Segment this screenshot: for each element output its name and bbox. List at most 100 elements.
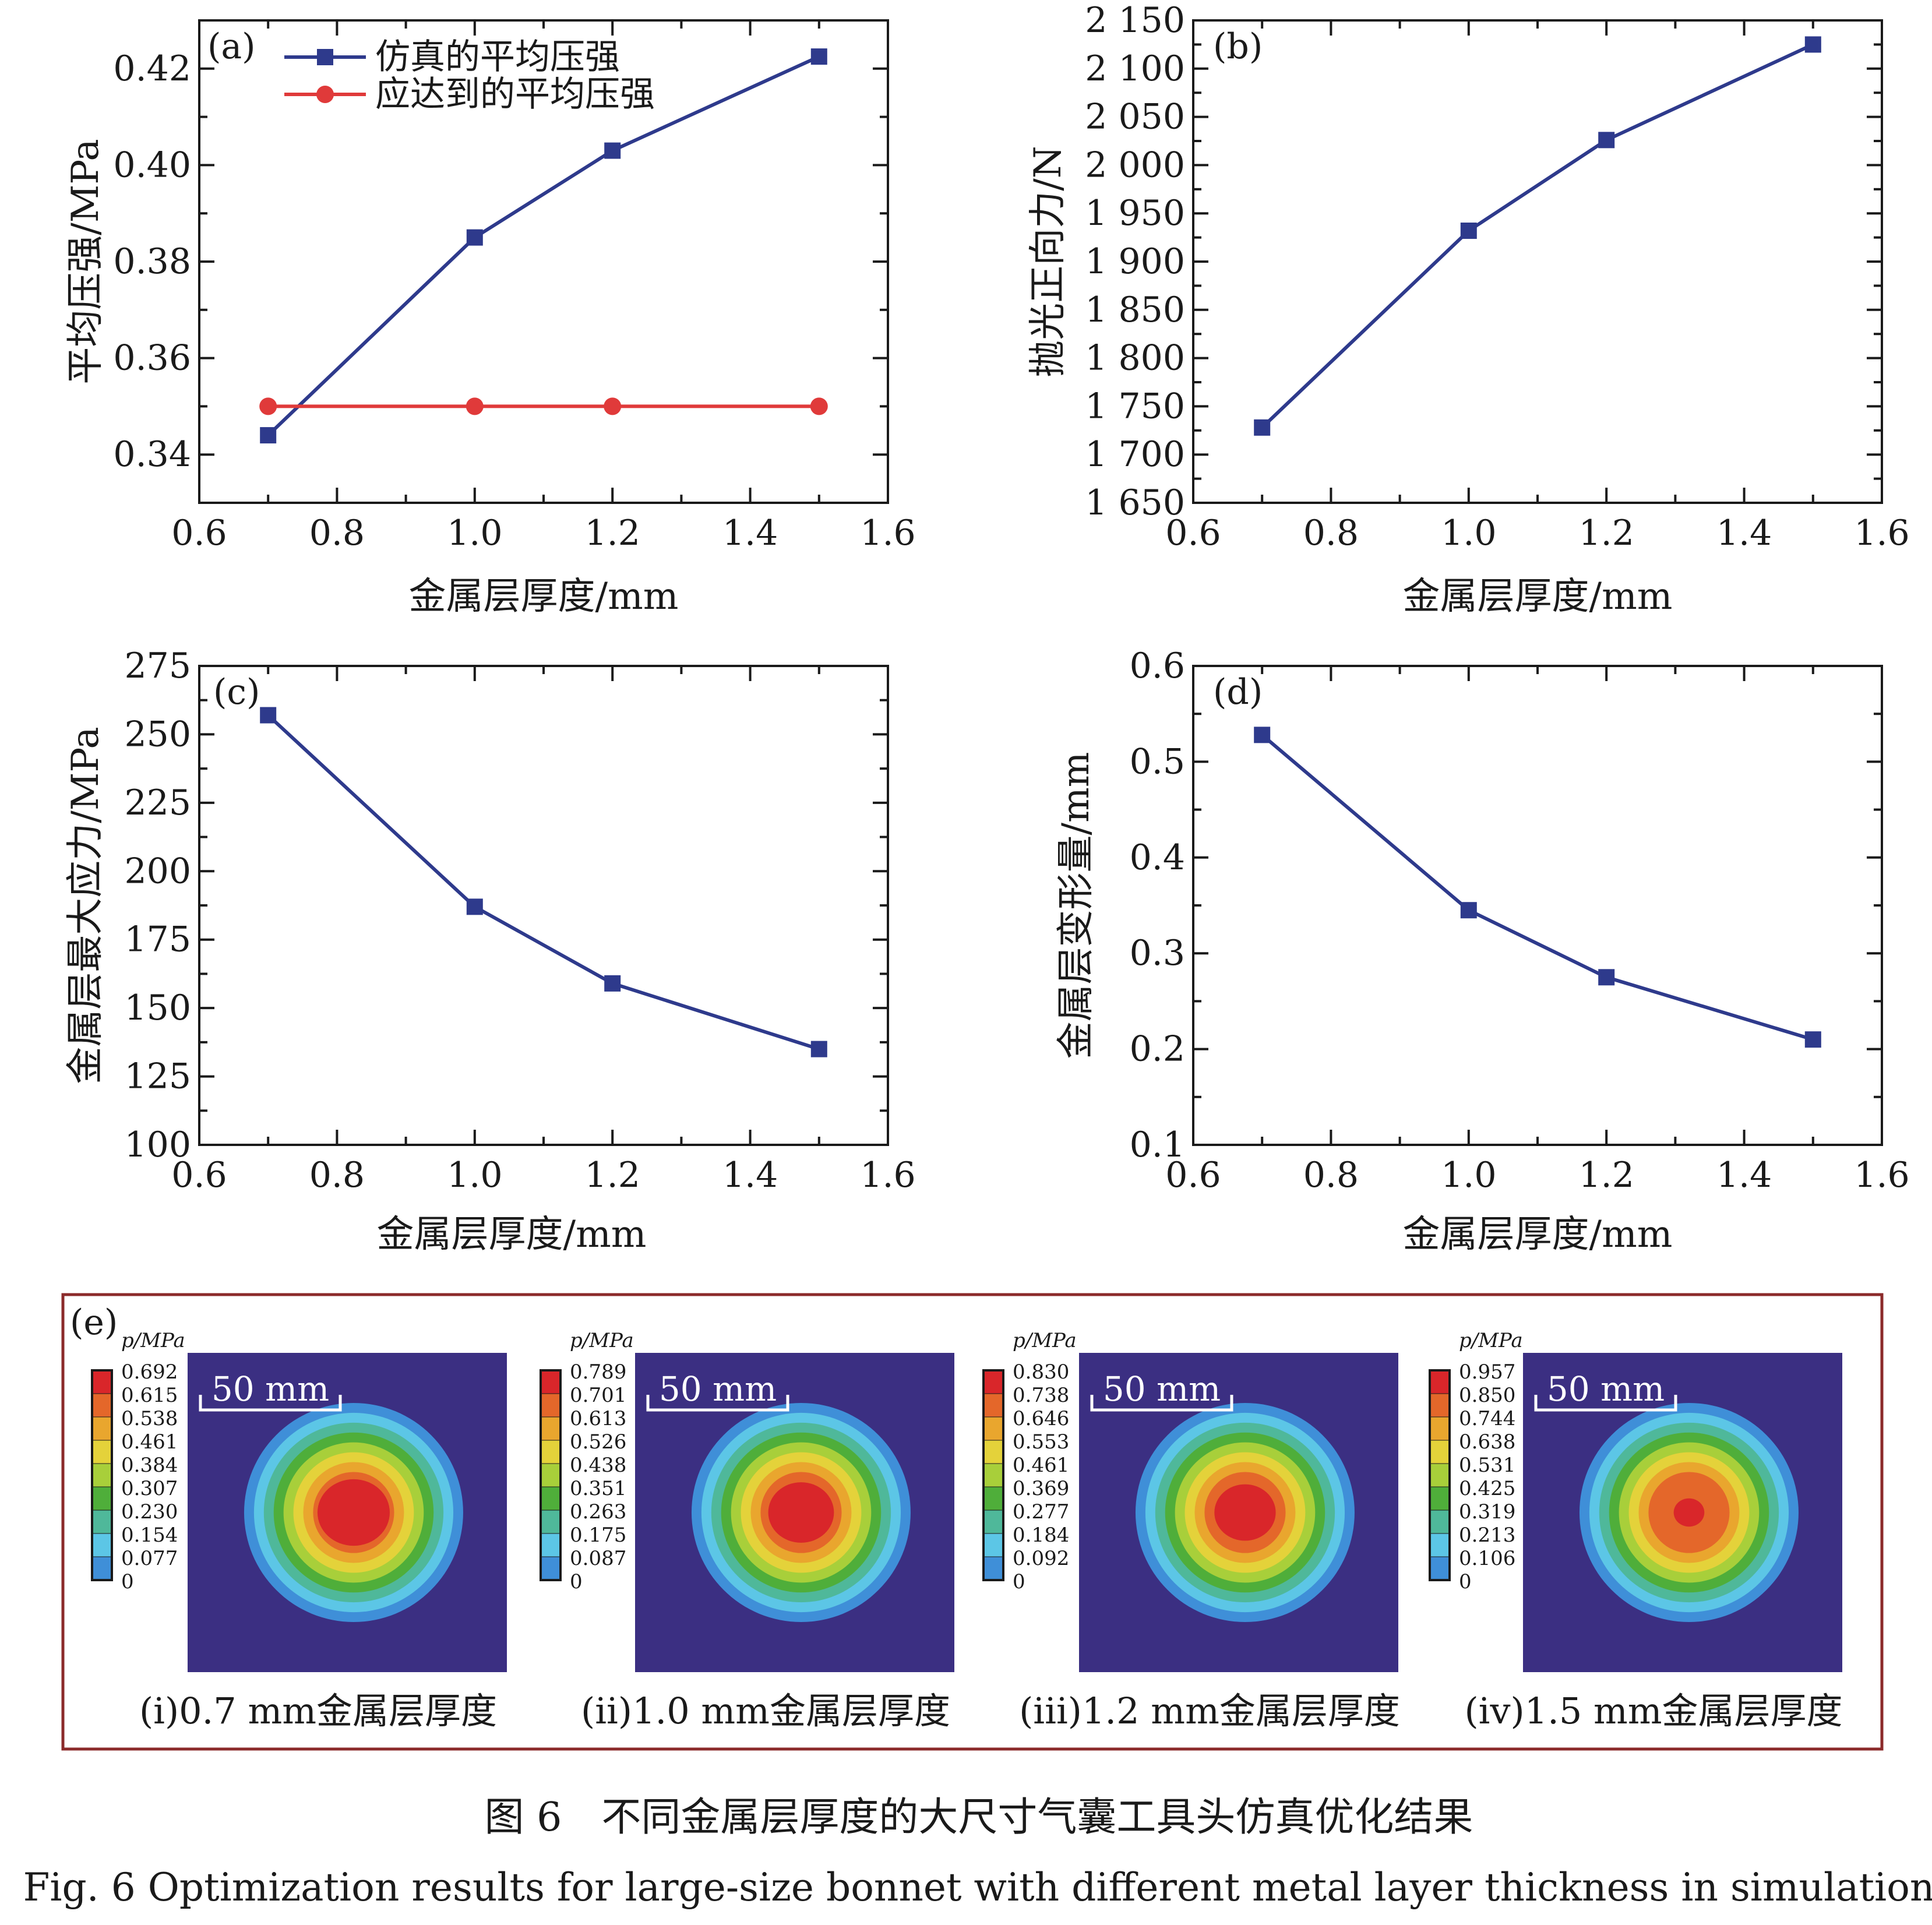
colorbar-level-label: 0.425 xyxy=(1459,1477,1515,1500)
colorbar-level-label: 0.830 xyxy=(1013,1360,1069,1384)
colorbar-segment xyxy=(1429,1533,1450,1557)
colorbar-segment xyxy=(540,1370,561,1394)
colorbar-level-label: 0.738 xyxy=(1013,1384,1069,1407)
legend-title: p/MPa xyxy=(1459,1329,1523,1352)
colorbar-level-label: 0.538 xyxy=(121,1407,178,1430)
legend-label-sim: 仿真的平均压强 xyxy=(375,37,620,77)
colorbar-level-label: 0.526 xyxy=(570,1430,626,1454)
data-point xyxy=(1460,223,1477,239)
y-tick-label: 2 050 xyxy=(1085,97,1185,138)
colorbar-segment xyxy=(983,1556,1004,1581)
colorbar-segment xyxy=(1429,1463,1450,1487)
y-tick-label: 150 xyxy=(124,988,191,1028)
scale-bar xyxy=(1534,1395,1677,1412)
x-axis-d: 0.6 0.8 1.0 1.2 1.4 1.6 xyxy=(1165,666,1910,1196)
colorbar-segment xyxy=(91,1510,112,1534)
scale-bar xyxy=(1090,1395,1233,1412)
map-caption: (i)0.7 mm金属层厚度 xyxy=(139,1690,497,1732)
data-point xyxy=(810,1041,827,1057)
colorbar-segment xyxy=(983,1463,1004,1487)
x-tick-label: 1.0 xyxy=(1441,1155,1496,1196)
data-point xyxy=(466,898,483,915)
colorbar-segment xyxy=(1429,1416,1450,1441)
x-tick-label: 0.8 xyxy=(309,513,365,553)
y-tick-label: 1 900 xyxy=(1085,241,1185,282)
colorbar-frame xyxy=(982,1369,1004,1581)
colorbar-frame xyxy=(1429,1369,1451,1581)
x-tick-label: 1.4 xyxy=(722,513,778,553)
colorbar-level-label: 0.638 xyxy=(1459,1430,1515,1454)
x-tick-label: 0.8 xyxy=(1303,1155,1359,1196)
y-axis-d: 0.1 0.2 0.3 0.4 0.5 0.6 xyxy=(1130,646,1882,1165)
colorbar-segment xyxy=(540,1440,561,1464)
y-tick-label: 0.5 xyxy=(1130,741,1185,782)
colorbar-segment xyxy=(1429,1486,1450,1511)
data-point xyxy=(810,397,828,415)
y-axis-label-b: 抛光正向力/N xyxy=(1027,146,1070,378)
x-tick-label: 1.6 xyxy=(860,1155,915,1196)
y-tick-label: 125 xyxy=(124,1056,191,1097)
colorbar-segment xyxy=(91,1486,112,1511)
colorbar-level-label: 0.850 xyxy=(1459,1384,1515,1407)
pressure-peak-region xyxy=(1673,1498,1705,1527)
series-marks-c xyxy=(260,707,827,1057)
pressure-peak-region xyxy=(768,1482,834,1543)
y-axis-a: 0.34 0.36 0.38 0.40 0.42 xyxy=(113,48,888,475)
y-tick-label: 0.3 xyxy=(1130,933,1185,974)
y-tick-label: 1 850 xyxy=(1085,290,1185,330)
y-tick-label: 225 xyxy=(124,782,191,823)
legend-marker-target xyxy=(316,86,334,103)
x-tick-label: 1.4 xyxy=(1716,1155,1772,1196)
colorbar-segment xyxy=(91,1370,112,1394)
colorbar-segment xyxy=(540,1533,561,1557)
x-tick-label: 0.6 xyxy=(171,513,227,553)
data-point xyxy=(1598,969,1615,986)
y-tick-label: 2 100 xyxy=(1085,48,1185,89)
colorbar-level-label: 0.461 xyxy=(121,1430,178,1454)
colorbar-segment xyxy=(91,1556,112,1581)
colorbar-frame xyxy=(540,1369,562,1581)
x-tick-label: 1.6 xyxy=(860,513,915,553)
chart-panel-d: 0.6 0.8 1.0 1.2 1.4 1.6 0.1 0.2 0.3 0.4 0.5 0.6 (d… xyxy=(1055,646,1910,1256)
x-tick-label: 1.2 xyxy=(1578,1155,1634,1196)
x-tick-label: 1.4 xyxy=(722,1155,778,1196)
x-tick-label: 0.6 xyxy=(1165,1155,1221,1196)
colorbar-level-label: 0.553 xyxy=(1013,1430,1069,1454)
panel-label-d: (d) xyxy=(1213,672,1263,713)
legend-a: 仿真的平均压强 应达到的平均压强 xyxy=(284,37,655,115)
colorbar-level-label: 0.087 xyxy=(570,1547,626,1570)
colorbar-level-label: 0.277 xyxy=(1013,1500,1069,1524)
pressure-map-0-7mm: p/MPa 0.6920.6150.5380.4610.3840.3070.230… xyxy=(91,1329,507,1732)
y-tick-label: 2 150 xyxy=(1085,0,1185,41)
y-axis-b: 1 650 1 700 1 750 1 800 1 850 1 900 1 950 2 000… xyxy=(1085,0,1882,523)
series-line-0 xyxy=(1261,734,1814,1042)
colorbar-level-label: 0.613 xyxy=(570,1407,626,1430)
y-tick-label: 250 xyxy=(124,714,191,755)
colorbar-segment xyxy=(983,1486,1004,1511)
pressure-map-panel-e: (e) p/MPa0.6920.6150.5380.4610.3840.3070… xyxy=(61,1293,1884,1751)
y-tick-label: 0.1 xyxy=(1130,1124,1185,1165)
y-tick-label: 2 000 xyxy=(1085,144,1185,185)
y-axis-label-d: 金属层变形量/mm xyxy=(1055,752,1098,1059)
colorbar-level-label: 0.175 xyxy=(570,1524,626,1547)
data-point xyxy=(466,397,484,415)
colorbar-segment xyxy=(91,1416,112,1441)
x-tick-label: 1.4 xyxy=(1716,513,1772,553)
colorbar-segment xyxy=(91,1533,112,1557)
scale-bar xyxy=(646,1395,789,1412)
x-tick-label: 1.6 xyxy=(1854,1155,1909,1196)
scale-bar-label: 50 mm xyxy=(1547,1369,1665,1409)
colorbar-segment xyxy=(540,1556,561,1581)
data-point xyxy=(1460,902,1477,919)
colorbar-level-label: 0 xyxy=(1459,1570,1472,1593)
colorbar-segment xyxy=(1429,1440,1450,1464)
x-axis-c: 0.6 0.8 1.0 1.2 1.4 1.6 xyxy=(171,666,916,1196)
colorbar-level-label: 0.230 xyxy=(121,1500,178,1524)
colorbar-segment xyxy=(983,1510,1004,1534)
y-tick-label: 0.42 xyxy=(113,48,191,89)
data-point xyxy=(259,397,277,415)
colorbar-segment xyxy=(1429,1370,1450,1394)
colorbar-segment xyxy=(540,1463,561,1487)
colorbar-segment xyxy=(540,1416,561,1441)
colorbar-level-label: 0 xyxy=(121,1570,134,1593)
